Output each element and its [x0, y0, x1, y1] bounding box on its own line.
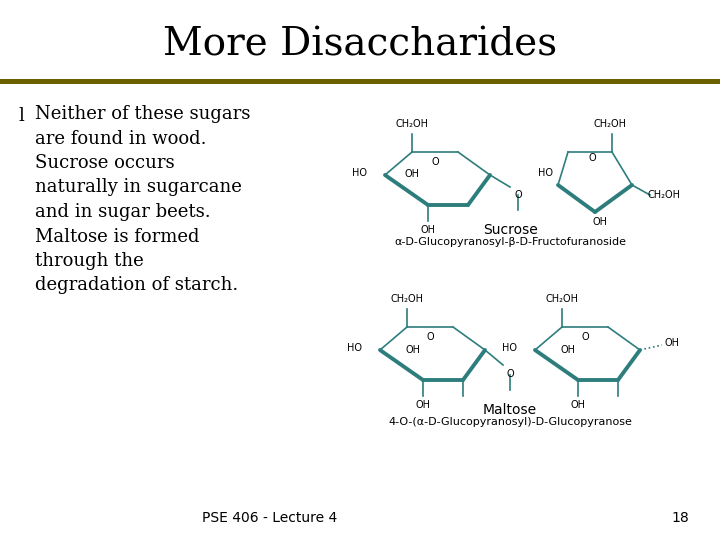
- Text: Sucrose occurs: Sucrose occurs: [35, 154, 175, 172]
- Text: degradation of starch.: degradation of starch.: [35, 276, 238, 294]
- Text: are found in wood.: are found in wood.: [35, 130, 207, 147]
- Text: OH: OH: [560, 345, 575, 355]
- Text: O: O: [426, 332, 434, 342]
- Text: OH: OH: [405, 169, 420, 179]
- Text: O: O: [506, 369, 514, 379]
- Text: HO: HO: [352, 168, 367, 178]
- Text: O: O: [514, 190, 522, 200]
- Text: More Disaccharides: More Disaccharides: [163, 26, 557, 64]
- Text: HO: HO: [538, 168, 553, 178]
- Text: OH: OH: [415, 400, 431, 410]
- Text: OH: OH: [570, 400, 585, 410]
- Text: 18: 18: [671, 511, 689, 525]
- Text: CH₂OH: CH₂OH: [395, 119, 428, 129]
- Text: O: O: [431, 157, 438, 167]
- Text: O: O: [588, 153, 596, 163]
- Text: naturally in sugarcane: naturally in sugarcane: [35, 179, 242, 197]
- Text: and in sugar beets.: and in sugar beets.: [35, 203, 211, 221]
- Text: OH: OH: [593, 217, 608, 227]
- Text: Maltose: Maltose: [483, 403, 537, 417]
- Text: OH: OH: [420, 225, 436, 235]
- Text: CH₂OH: CH₂OH: [647, 190, 680, 200]
- Text: 4-O-(α-D-Glucopyranosyl)-D-Glucopyranose: 4-O-(α-D-Glucopyranosyl)-D-Glucopyranose: [388, 417, 632, 427]
- Text: Neither of these sugars: Neither of these sugars: [35, 105, 251, 123]
- Text: CH₂OH: CH₂OH: [593, 119, 626, 129]
- Text: CH₂OH: CH₂OH: [546, 294, 578, 304]
- Text: HO: HO: [502, 343, 517, 353]
- Text: OH: OH: [405, 345, 420, 355]
- Text: l: l: [18, 107, 24, 125]
- Text: O: O: [581, 332, 589, 342]
- Text: HO: HO: [347, 343, 362, 353]
- Text: α-D-Glucopyranosyl-β-D-Fructofuranoside: α-D-Glucopyranosyl-β-D-Fructofuranoside: [394, 237, 626, 247]
- Text: CH₂OH: CH₂OH: [390, 294, 423, 304]
- Text: Sucrose: Sucrose: [482, 223, 537, 237]
- Text: OH: OH: [665, 338, 680, 348]
- Bar: [0, 79, 720, 84]
- Text: PSE 406 - Lecture 4: PSE 406 - Lecture 4: [202, 511, 338, 525]
- Text: through the: through the: [35, 252, 144, 270]
- Text: Maltose is formed: Maltose is formed: [35, 227, 199, 246]
